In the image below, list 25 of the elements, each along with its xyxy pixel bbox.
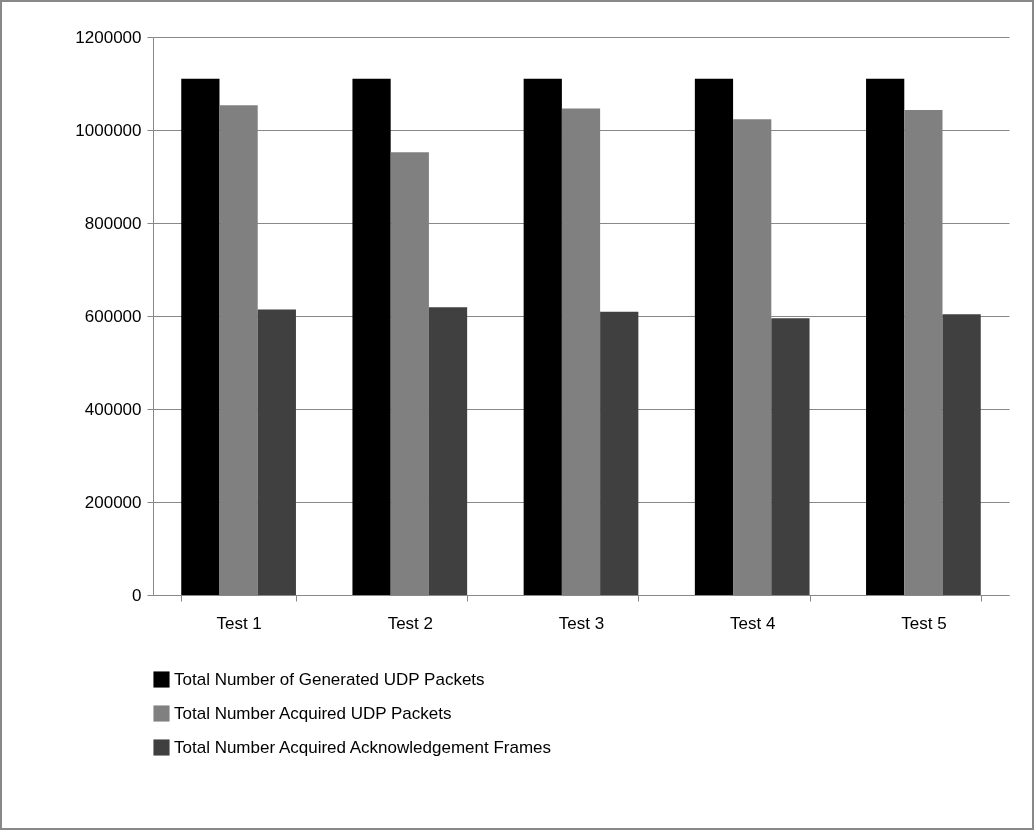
y-tick-label: 600000: [84, 306, 142, 326]
legend-label: Total Number Acquired Acknowledgement Frames: [174, 737, 552, 757]
bar: [771, 318, 810, 595]
y-tick-label: 800000: [84, 213, 142, 233]
bar: [181, 78, 220, 595]
y-tick-label: 0: [132, 585, 142, 605]
legend-label: Total Number Acquired UDP Packets: [174, 703, 452, 723]
bar: [600, 311, 639, 595]
y-tick-label: 400000: [84, 399, 142, 419]
bar: [523, 78, 562, 595]
y-tick-label: 200000: [84, 492, 142, 512]
y-tick-label: 1200000: [75, 27, 142, 47]
bar: [257, 309, 296, 595]
y-tick-label: 1000000: [75, 120, 142, 140]
bar: [428, 307, 468, 595]
bar: [694, 78, 734, 595]
x-tick-label: Test 2: [387, 613, 433, 633]
x-tick-label: Test 4: [730, 613, 776, 633]
legend-label: Total Number of Generated UDP Packets: [174, 669, 485, 689]
x-tick-label: Test 5: [901, 613, 947, 633]
bar: [352, 78, 391, 595]
bar: [942, 314, 981, 595]
x-tick-label: Test 1: [216, 613, 262, 633]
x-tick-label: Test 3: [558, 613, 605, 633]
bar: [866, 78, 905, 595]
